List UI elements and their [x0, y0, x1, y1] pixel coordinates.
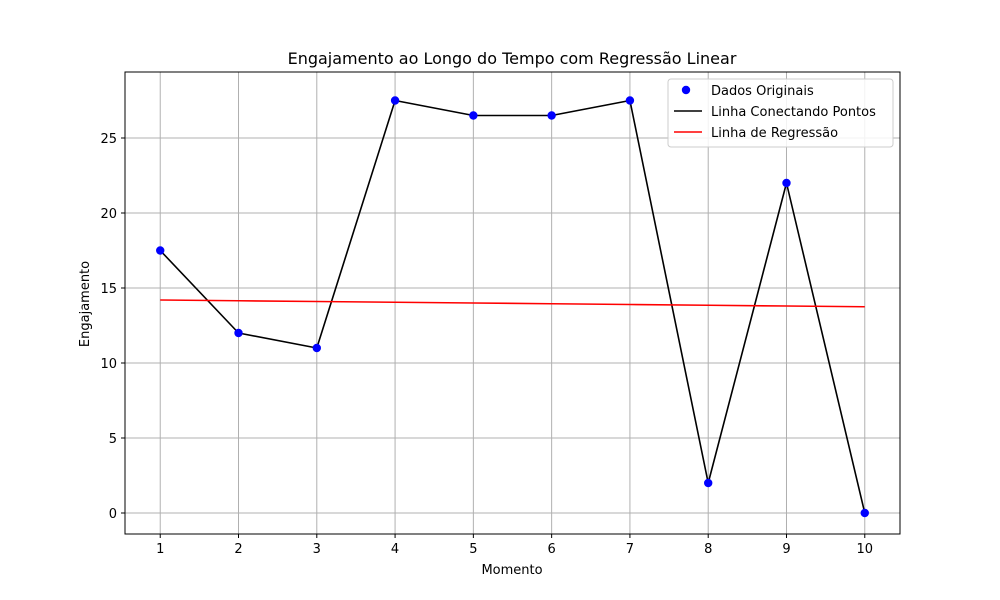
x-tick-label: 5 — [469, 542, 477, 557]
data-point — [782, 178, 791, 188]
legend-box — [667, 78, 894, 148]
x-tick-label: 4 — [391, 542, 399, 557]
ticks-layer: 1 2 3 4 5 6 7 8 9 10 0 5 10 15 20 25 — [100, 132, 873, 557]
x-tick-label: 9 — [782, 542, 790, 557]
plot-frame — [124, 71, 901, 535]
legend-label: Linha Conectando Pontos — [711, 105, 876, 120]
data-point — [860, 508, 869, 518]
y-tick-label: 25 — [100, 132, 117, 147]
x-tick-label: 3 — [313, 542, 321, 557]
chart-title: Engajamento ao Longo do Tempo com Regres… — [288, 49, 737, 68]
data-point — [469, 111, 478, 120]
data-point — [390, 96, 400, 105]
y-tick-label: 20 — [100, 207, 117, 222]
x-tick-label: 6 — [548, 542, 556, 557]
x-tick-label: 8 — [704, 542, 712, 557]
x-axis-label: Momento — [481, 563, 542, 578]
data-point — [704, 478, 713, 488]
legend-label: Linha de Regressão — [711, 126, 838, 141]
data-point — [234, 328, 243, 338]
y-tick-label: 0 — [109, 507, 117, 522]
data-point — [156, 246, 165, 255]
regression-line — [160, 299, 865, 308]
connecting-line — [159, 99, 866, 514]
x-tick-label: 10 — [856, 542, 873, 557]
y-axis-label: Engajamento — [78, 261, 93, 347]
x-tick-label: 2 — [234, 542, 242, 557]
x-tick-label: 7 — [626, 542, 634, 557]
series-layer — [156, 96, 869, 518]
y-tick-label: 5 — [109, 432, 117, 447]
y-tick-label: 15 — [100, 282, 117, 297]
legend: Dados Originais Linha Conectando Pontos Li… — [667, 78, 894, 148]
data-point — [312, 343, 321, 353]
x-tick-label: 1 — [156, 542, 164, 557]
legend-label: Dados Originais — [711, 84, 814, 99]
y-tick-label: 10 — [100, 357, 117, 372]
data-point — [547, 111, 556, 120]
data-point — [625, 96, 635, 105]
legend-marker — [681, 85, 691, 95]
